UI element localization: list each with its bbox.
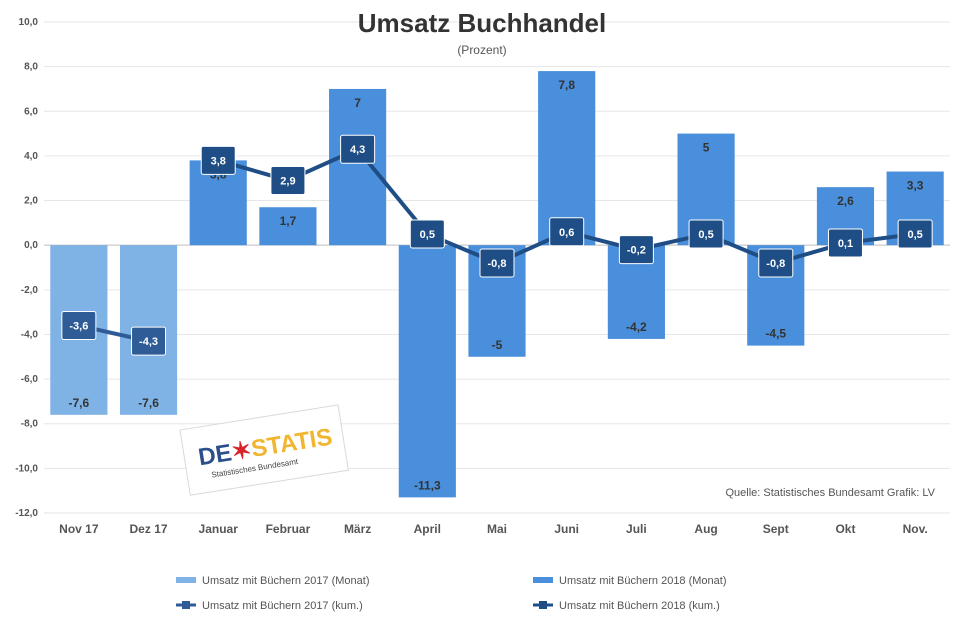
legend-label: Umsatz mit Büchern 2017 (kum.) (202, 600, 363, 612)
line-data-label: -4,3 (139, 336, 158, 348)
bar-data-label: -4,2 (626, 320, 647, 334)
bar-data-label: 3,3 (907, 179, 924, 193)
x-axis-ticks: Nov 17 Dez 17 Januar Februar März April Mai Jun… (59, 522, 928, 536)
legend-label: Umsatz mit Büchern 2018 (kum.) (559, 600, 720, 612)
bar-data-label: -7,6 (138, 396, 159, 410)
line-data-label: 0,5 (698, 229, 713, 241)
y-tick-label: 0,0 (24, 240, 38, 251)
bar-data-label: -7,6 (69, 396, 90, 410)
line-point (340, 134, 376, 164)
legend-swatch (176, 577, 196, 583)
line-data-label: 3,8 (211, 155, 226, 167)
bar-data-label: 2,6 (837, 194, 854, 208)
y-tick-label: -4,0 (21, 329, 39, 340)
legend-swatch (533, 577, 553, 583)
line-data-label: 4,3 (350, 144, 365, 156)
line-data-label: 0,5 (908, 229, 923, 241)
x-tick-label: Nov 17 (59, 522, 99, 536)
x-tick-label: Okt (835, 522, 855, 536)
lines: -3,6 -4,3 3,8 2,9 4,3 0,5 -0,8 0,6 -0,2 0,5 -0,8 0,… (61, 134, 933, 356)
line-data-label: 2,9 (280, 175, 295, 187)
line-point (479, 248, 515, 278)
y-tick-label: 2,0 (24, 196, 38, 207)
chart-subtitle: (Prozent) (457, 43, 506, 57)
x-tick-label: Mai (487, 522, 507, 536)
x-tick-label: Januar (199, 522, 239, 536)
line-point (827, 228, 863, 258)
legend: Umsatz mit Büchern 2017 (Monat) Umsatz mi… (176, 575, 727, 612)
line-data-label: -0,2 (627, 245, 646, 257)
line-data-label: -3,6 (69, 321, 88, 333)
line-point (131, 326, 167, 356)
destatis-logo: DE✶STATIS Statistisches Bundesamt (179, 404, 349, 496)
line-point (61, 311, 97, 341)
line-data-label: 0,5 (420, 229, 435, 241)
line-data-label: 0,6 (559, 227, 574, 239)
x-tick-label: Juni (554, 522, 579, 536)
source-note: Quelle: Statistisches Bundesamt Grafik: … (726, 487, 936, 499)
bar-data-label: 7 (354, 96, 361, 110)
bar (329, 88, 387, 246)
y-tick-label: -8,0 (21, 419, 39, 430)
y-tick-label: -2,0 (21, 285, 39, 296)
bar (259, 207, 317, 246)
bar-data-label: 5 (703, 141, 710, 155)
y-axis-ticks: 10,0 8,0 6,0 4,0 2,0 0,0 -2,0 -4,0 -6,0 -8,0 -10,0… (15, 17, 38, 519)
x-tick-label: Sept (763, 522, 789, 536)
y-tick-label: 4,0 (24, 151, 38, 162)
chart-title: Umsatz Buchhandel (358, 8, 607, 38)
line-point (688, 219, 724, 249)
y-tick-label: 10,0 (19, 17, 39, 28)
y-tick-label: 6,0 (24, 106, 38, 117)
logo-text-left: DE (196, 439, 233, 471)
legend-label: Umsatz mit Büchern 2017 (Monat) (202, 575, 370, 587)
bar (398, 245, 456, 498)
bar (538, 71, 596, 246)
line-data-label: -0,8 (488, 258, 507, 270)
line-point (270, 165, 306, 195)
bar-data-label: 7,8 (558, 78, 575, 92)
y-tick-label: 8,0 (24, 62, 38, 73)
x-tick-label: Juli (626, 522, 647, 536)
y-tick-label: -6,0 (21, 374, 39, 385)
bar-data-label: -4,5 (765, 327, 786, 341)
x-tick-label: Aug (694, 522, 717, 536)
line-point (200, 145, 236, 175)
x-tick-label: März (344, 522, 371, 536)
bar-data-label: -5 (492, 338, 503, 352)
bar-data-label: -11,3 (414, 478, 441, 492)
line-point (897, 219, 933, 249)
logo-card (179, 404, 349, 496)
x-tick-label: Dez 17 (130, 522, 168, 536)
line-point (549, 217, 585, 247)
x-tick-label: April (414, 522, 441, 536)
y-tick-label: -12,0 (15, 508, 38, 519)
logo-star: ✶ (229, 436, 253, 466)
line-data-label: 0,1 (838, 238, 853, 250)
line-data-label: -0,8 (766, 258, 785, 270)
legend-marker (182, 601, 190, 609)
y-tick-label: -10,0 (15, 463, 38, 474)
x-tick-label: Nov. (903, 522, 928, 536)
x-tick-label: Februar (266, 522, 311, 536)
legend-marker (539, 601, 547, 609)
legend-label: Umsatz mit Büchern 2018 (Monat) (559, 575, 727, 587)
bar-data-label: 1,7 (280, 214, 297, 228)
line-point (409, 219, 445, 249)
line-point (618, 235, 654, 265)
line-point (758, 248, 794, 278)
